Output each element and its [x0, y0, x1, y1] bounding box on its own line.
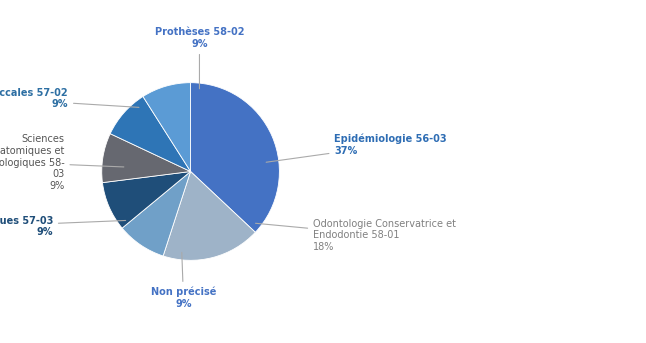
Wedge shape: [191, 83, 279, 232]
Text: Prothèses 58-02
9%: Prothèses 58-02 9%: [154, 27, 244, 89]
Wedge shape: [143, 83, 191, 172]
Wedge shape: [103, 172, 191, 228]
Wedge shape: [102, 134, 191, 182]
Text: Chirurgie Buccales 57-02
9%: Chirurgie Buccales 57-02 9%: [0, 88, 139, 109]
Text: Sciences
Anatomiques et
Physiologiques 58-
03
9%: Sciences Anatomiques et Physiologiques 5…: [0, 134, 124, 191]
Wedge shape: [122, 172, 191, 256]
Wedge shape: [110, 96, 191, 172]
Text: Sciences Biologiques 57-03
9%: Sciences Biologiques 57-03 9%: [0, 216, 125, 237]
Text: Epidémiologie 56-03
37%: Epidémiologie 56-03 37%: [266, 134, 447, 162]
Text: Non précisé
9%: Non précisé 9%: [151, 252, 216, 309]
Text: Odontologie Conservatrice et
Endodontie 58-01
18%: Odontologie Conservatrice et Endodontie …: [256, 219, 456, 252]
Wedge shape: [163, 172, 255, 260]
